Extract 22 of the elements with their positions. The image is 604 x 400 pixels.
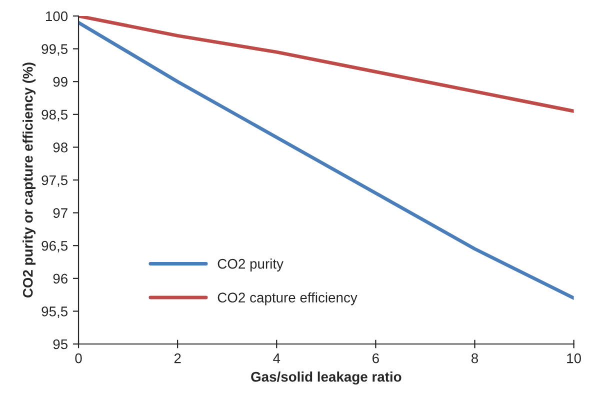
legend-label: CO2 purity	[218, 258, 284, 272]
y-tick-label: 96	[53, 274, 68, 284]
x-axis-title: Gas/solid leakage ratio	[251, 372, 402, 385]
legend-label: CO2 capture efficiency	[218, 292, 358, 306]
x-tick-label: 2	[174, 353, 181, 364]
y-axis-title: CO2 purity or capture efficiency (%)	[22, 62, 36, 298]
y-tick-label: 98,5	[42, 110, 68, 122]
y-tick-label: 96,5	[42, 240, 68, 252]
x-tick-label: 0	[75, 353, 82, 364]
y-tick-label: 95,5	[42, 306, 68, 318]
y-tick-label: 100	[46, 11, 68, 22]
y-tick-label: 98	[53, 142, 68, 152]
x-tick-label: 10	[567, 353, 581, 364]
y-tick-label: 97,5	[42, 175, 68, 187]
x-tick-label: 4	[273, 354, 280, 364]
y-tick-label: 99	[53, 76, 68, 87]
y-tick-label: 95	[53, 339, 68, 350]
x-tick-label: 8	[471, 353, 478, 364]
x-tick-label: 6	[372, 353, 379, 364]
y-tick-label: 99,5	[42, 44, 68, 56]
y-tick-label: 97	[53, 208, 68, 218]
line-series	[78, 16, 574, 113]
